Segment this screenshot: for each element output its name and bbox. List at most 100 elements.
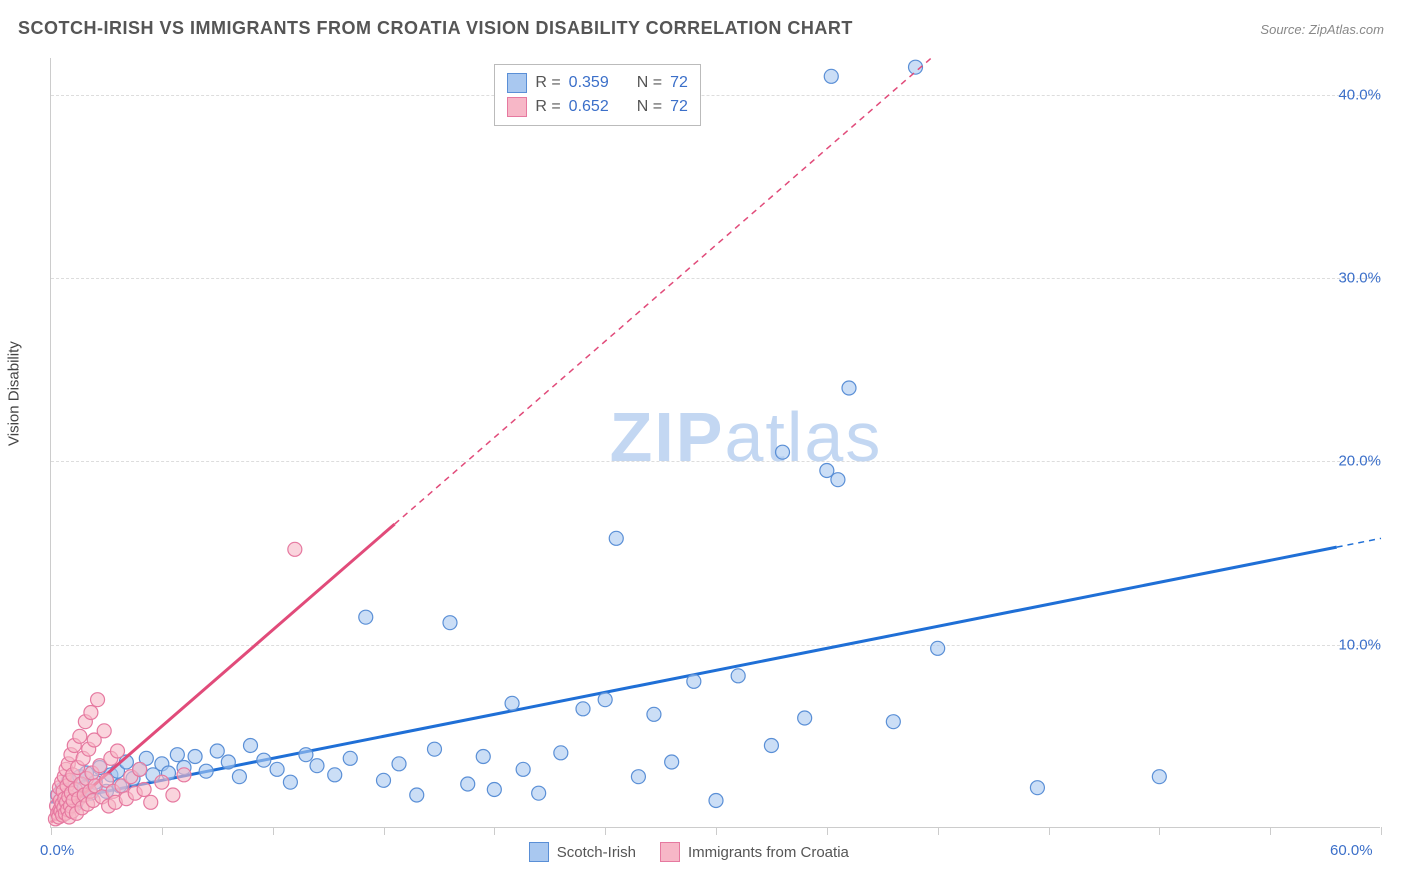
data-point-scotch_irish [221,755,235,769]
data-point-croatia [133,762,147,776]
data-point-scotch_irish [188,750,202,764]
data-point-croatia [73,729,87,743]
data-point-scotch_irish [410,788,424,802]
x-axis-max-label: 60.0% [1330,842,1373,859]
data-point-scotch_irish [443,616,457,630]
legend-row-scotch_irish: R = 0.359 N = 72 [507,71,688,95]
legend-row-croatia: R = 0.652 N = 72 [507,95,688,119]
data-point-scotch_irish [931,641,945,655]
data-point-croatia [111,744,125,758]
legend-r-value: 0.359 [569,74,609,92]
x-tick [1381,827,1382,835]
legend-r-label: R = [535,98,560,116]
legend-n-value: 72 [670,74,688,92]
trend-line-dashed-scotch_irish [1337,538,1381,547]
data-point-scotch_irish [328,768,342,782]
data-point-scotch_irish [516,762,530,776]
data-point-scotch_irish [310,759,324,773]
data-point-croatia [155,775,169,789]
x-tick [1270,827,1271,835]
data-point-scotch_irish [631,770,645,784]
legend-r-label: R = [535,74,560,92]
x-tick [1049,827,1050,835]
data-point-scotch_irish [598,693,612,707]
data-point-scotch_irish [1152,770,1166,784]
source-label: Source: [1260,22,1305,37]
data-point-croatia [137,783,151,797]
data-point-croatia [144,795,158,809]
data-point-scotch_irish [798,711,812,725]
data-point-scotch_irish [283,775,297,789]
legend-n-label: N = [637,74,662,92]
data-point-croatia [91,693,105,707]
data-point-scotch_irish [476,750,490,764]
data-point-scotch_irish [609,531,623,545]
legend-n-label: N = [637,98,662,116]
correlation-legend: R = 0.359 N = 72 R = 0.652 N = 72 [494,64,701,126]
data-point-scotch_irish [343,751,357,765]
data-point-scotch_irish [270,762,284,776]
data-point-scotch_irish [709,794,723,808]
x-axis-origin-label: 0.0% [40,842,74,859]
data-point-scotch_irish [647,707,661,721]
legend-r-value: 0.652 [569,98,609,116]
data-point-scotch_irish [257,753,271,767]
data-point-scotch_irish [687,674,701,688]
data-point-scotch_irish [532,786,546,800]
legend-item-croatia: Immigrants from Croatia [660,842,849,862]
data-point-croatia [288,542,302,556]
data-point-scotch_irish [210,744,224,758]
x-tick [827,827,828,835]
legend-label: Scotch-Irish [557,844,636,861]
data-point-scotch_irish [427,742,441,756]
x-tick [1159,827,1160,835]
x-tick [494,827,495,835]
data-point-scotch_irish [886,715,900,729]
data-point-scotch_irish [232,770,246,784]
data-point-scotch_irish [359,610,373,624]
source-attribution: Source: ZipAtlas.com [1260,22,1384,37]
data-point-scotch_irish [1030,781,1044,795]
data-point-scotch_irish [392,757,406,771]
data-point-scotch_irish [665,755,679,769]
source-name: ZipAtlas.com [1309,22,1384,37]
data-point-croatia [97,724,111,738]
x-tick [605,827,606,835]
data-point-croatia [166,788,180,802]
x-tick [384,827,385,835]
plot-area: ZIPatlas R =0.359N =72R =0.652N =72 10.0… [50,58,1380,828]
legend-swatch [660,842,680,862]
data-point-scotch_irish [731,669,745,683]
data-point-scotch_irish [764,739,778,753]
data-point-scotch_irish [776,445,790,459]
data-point-croatia [84,706,98,720]
x-tick [51,827,52,835]
data-point-scotch_irish [199,764,213,778]
data-point-scotch_irish [487,783,501,797]
x-tick [162,827,163,835]
data-point-scotch_irish [576,702,590,716]
data-point-scotch_irish [505,696,519,710]
data-point-croatia [177,768,191,782]
legend-swatch [507,73,527,93]
y-axis-label: Vision Disability [6,341,23,446]
data-point-scotch_irish [170,748,184,762]
chart-title: SCOTCH-IRISH VS IMMIGRANTS FROM CROATIA … [18,18,853,39]
legend-n-value: 72 [670,98,688,116]
data-point-scotch_irish [824,69,838,83]
data-point-scotch_irish [842,381,856,395]
data-point-scotch_irish [554,746,568,760]
data-point-scotch_irish [831,473,845,487]
x-tick [938,827,939,835]
data-point-scotch_irish [299,748,313,762]
legend-swatch [507,97,527,117]
trend-line-dashed-croatia [395,58,932,524]
legend-swatch [529,842,549,862]
x-tick [716,827,717,835]
legend-label: Immigrants from Croatia [688,844,849,861]
x-tick [273,827,274,835]
chart-svg [51,58,1380,827]
data-point-scotch_irish [377,773,391,787]
data-point-scotch_irish [461,777,475,791]
data-point-scotch_irish [244,739,258,753]
